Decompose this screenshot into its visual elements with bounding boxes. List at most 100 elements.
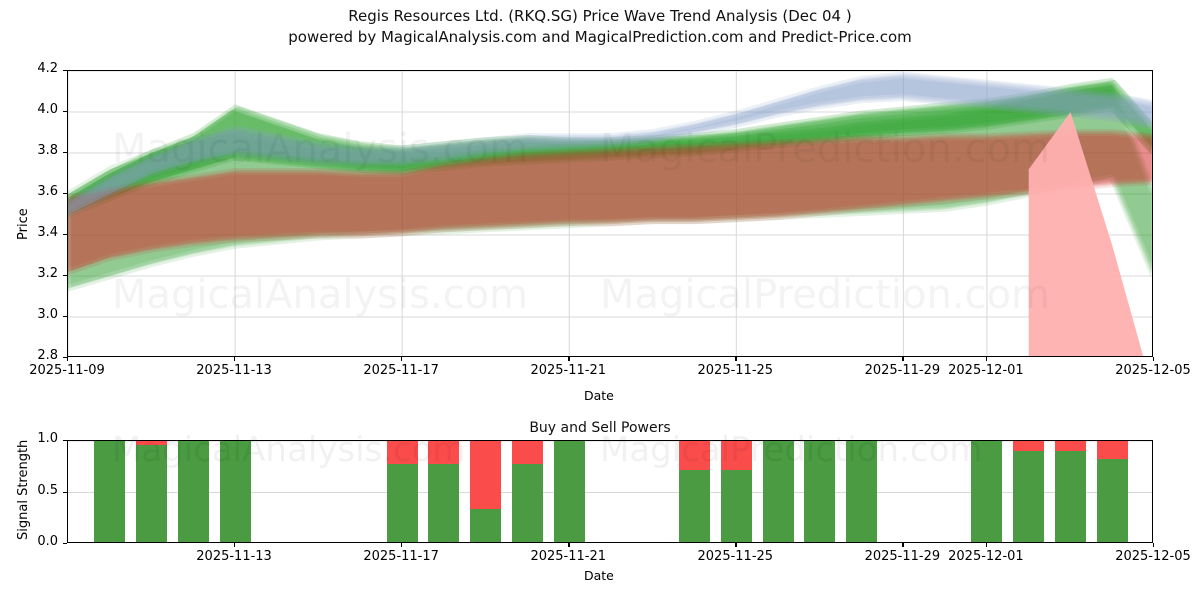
signal-bar[interactable] [679,441,711,542]
price-y-tick-mark [63,70,67,72]
price-y-tick-mark [63,193,67,195]
price-y-tick: 2.8 [37,348,58,363]
signal-bar[interactable] [94,441,126,542]
signal-y-tick: 1.0 [37,431,58,446]
price-x-tick: 2025-11-29 [864,363,941,378]
signal-y-tick: 0.5 [37,482,58,498]
signal-bar[interactable] [386,441,418,542]
signal-bars-layer [68,441,1152,542]
price-wave-svg [68,71,1152,356]
signal-x-tick: 2025-12-01 [948,549,1024,564]
price-y-tick-mark [63,152,67,154]
signal-y-tick: 0.0 [37,534,58,549]
buy-power-segment [177,441,209,542]
wave-band-blue-upper-band [68,71,1152,211]
signal-x-tick: 2025-11-21 [530,549,606,564]
price-y-tick-mark [63,234,67,236]
wave-band-red-mid-band [68,134,1151,273]
price-wave-plot [67,70,1153,357]
wave-band-green-wide-band [68,85,1152,289]
sell-power-segment [386,441,418,464]
sell-power-segment [136,441,168,446]
signal-x-tick-mark [902,543,904,547]
wave-band-red-mid-band [68,129,1152,269]
price-x-tick-mark [735,357,737,361]
buy-power-segment [1096,458,1128,542]
price-y-tick: 3.8 [37,143,58,158]
wave-band-red-mid-band [68,132,1152,272]
buy-power-segment [846,441,878,542]
buy-power-segment [94,441,126,542]
sell-power-segment [1096,441,1128,459]
buy-power-segment [804,441,836,542]
price-y-tick-mark [63,275,67,277]
wave-band-green-upper-band [68,82,1151,215]
signal-bar[interactable] [1013,441,1045,542]
sell-power-segment [1054,441,1086,452]
signal-bar[interactable] [1096,441,1128,542]
buy-power-segment [428,463,460,542]
price-y-tick: 3.2 [37,266,58,281]
buy-power-segment [720,469,752,542]
price-y-tick: 3.4 [37,225,58,240]
price-x-tick-mark [1153,357,1155,361]
signal-bar[interactable] [762,441,794,542]
price-y-tick-mark [63,316,67,318]
signal-bar[interactable] [470,441,502,542]
price-x-tick-mark [568,357,570,361]
price-x-tick: 2025-12-05 [1115,363,1191,378]
wave-band-green-wide-band [68,88,1152,292]
buy-power-segment [1054,451,1086,542]
sell-power-segment [720,441,752,470]
price-y-tick-mark [63,111,67,113]
price-y-tick: 3.0 [37,307,58,322]
signal-bar[interactable] [136,441,168,542]
signal-x-tick-mark [568,543,570,547]
price-y-tick: 4.2 [37,61,58,76]
signal-bar[interactable] [1054,441,1086,542]
price-x-tick: 2025-11-13 [196,363,272,378]
page-subtitle: powered by MagicalAnalysis.com and Magic… [288,28,912,46]
price-y-tick: 4.0 [37,102,58,117]
wave-band-green-upper-band [68,77,1152,211]
title-block: Regis Resources Ltd. (RKQ.SG) Price Wave… [0,6,1200,48]
buy-sell-powers-plot [67,440,1153,543]
signal-x-tick-mark [735,543,737,547]
price-x-tick: 2025-11-21 [530,363,606,378]
signal-x-axis-title: Date [584,568,614,583]
buy-power-segment [971,441,1003,542]
signal-bar[interactable] [428,441,460,542]
wave-band-red-mid-band [71,131,1152,271]
signal-x-tick-mark [401,543,403,547]
signal-bar[interactable] [846,441,878,542]
price-x-tick-mark [985,357,988,361]
signal-bar[interactable] [177,441,209,542]
signal-bar[interactable] [511,441,543,542]
signal-bar[interactable] [804,441,836,542]
signal-chart-title: Buy and Sell Powers [529,420,671,436]
sell-power-segment [679,441,711,470]
wave-band-green-upper-band [68,81,1152,215]
signal-x-tick-mark [1153,543,1155,547]
signal-x-tick: 2025-11-13 [196,549,272,564]
wave-band-green-wide-band [71,83,1152,287]
wave-band-green-wide-band [68,81,1152,285]
price-x-tick: 2025-11-17 [363,363,439,378]
signal-x-tick-mark [985,543,988,547]
signal-bar[interactable] [553,441,585,542]
price-x-tick: 2025-11-25 [697,363,774,378]
signal-x-tick: 2025-12-05 [1115,549,1191,564]
page-title: Regis Resources Ltd. (RKQ.SG) Price Wave… [348,7,852,25]
wave-band-blue-upper-band [68,75,1152,215]
price-x-tick-mark [234,357,236,361]
signal-bar[interactable] [720,441,752,542]
wave-band-green-wide-band [68,86,1151,289]
signal-bar[interactable] [971,441,1003,542]
buy-power-segment [136,445,168,542]
wave-band-red-mid-band [68,136,1152,276]
wave-band-pink-drop-band [1028,112,1144,356]
signal-bar[interactable] [219,441,251,542]
price-x-tick: 2025-11-09 [29,363,105,378]
price-x-tick: 2025-12-01 [948,363,1024,378]
buy-power-segment [386,463,418,542]
